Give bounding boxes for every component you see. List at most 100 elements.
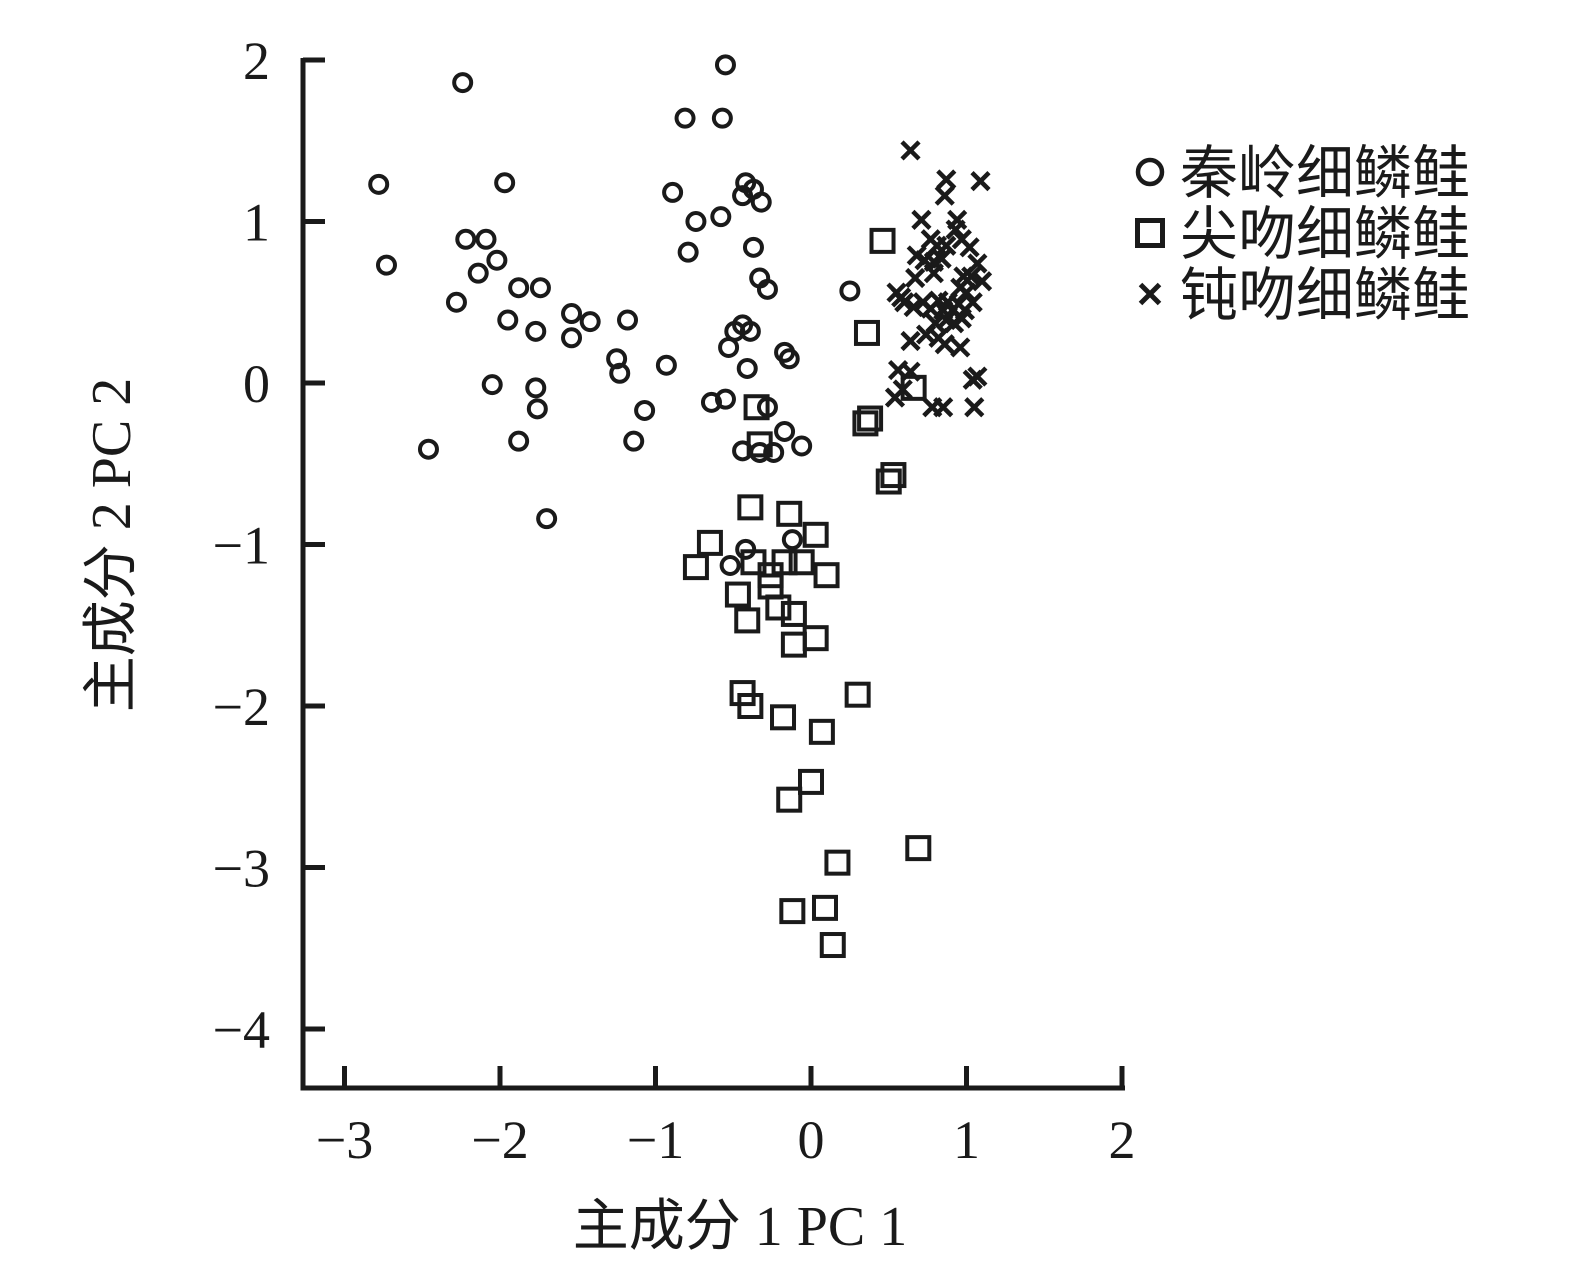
data-point-circle xyxy=(508,430,530,452)
data-point-circle xyxy=(736,357,758,379)
data-point-square xyxy=(737,494,764,521)
data-point-circle xyxy=(455,228,477,250)
data-point-circle xyxy=(634,399,656,421)
y-tick-label: −2 xyxy=(213,677,270,737)
data-point-circle xyxy=(791,435,813,457)
series-circle xyxy=(368,54,861,576)
data-point-circle xyxy=(742,236,764,258)
x-tick-label: 2 xyxy=(1109,1110,1136,1170)
data-point-cross xyxy=(936,235,957,256)
data-point-square xyxy=(776,500,803,527)
legend-marker-circle-icon xyxy=(1135,157,1165,187)
data-point-circle xyxy=(763,441,785,463)
data-point-circle xyxy=(452,72,474,94)
data-point-square xyxy=(724,581,751,608)
data-point-circle xyxy=(508,277,530,299)
data-point-circle xyxy=(655,354,677,376)
data-point-cross xyxy=(900,140,921,161)
x-tick-label: −3 xyxy=(316,1110,373,1170)
legend-label: 钝吻细鳞鲑 xyxy=(1180,263,1470,328)
data-point-cross xyxy=(962,292,983,313)
x-tick-label: 0 xyxy=(798,1110,825,1170)
y-tick-label: −1 xyxy=(213,516,270,576)
data-point-cross xyxy=(905,267,926,289)
data-point-square xyxy=(880,462,907,489)
data-point-circle xyxy=(662,181,684,203)
data-point-circle xyxy=(525,377,547,399)
data-point-circle xyxy=(497,309,519,331)
data-point-circle xyxy=(467,262,489,284)
data-point-square xyxy=(743,394,770,421)
x-axis-title: 主成分 1 PC 1 xyxy=(573,1196,908,1258)
data-point-cross xyxy=(962,369,983,390)
data-point-square xyxy=(852,410,879,437)
data-point-cross xyxy=(923,263,944,284)
data-point-square xyxy=(682,554,709,581)
data-point-circle xyxy=(623,430,645,452)
data-point-square xyxy=(844,681,871,708)
data-point-circle xyxy=(677,241,699,263)
data-point-circle xyxy=(685,211,707,232)
legend-item: 秦岭细鳞鲑 xyxy=(1135,141,1470,206)
data-point-square xyxy=(798,768,824,795)
data-point-circle xyxy=(700,391,722,413)
data-point-square xyxy=(808,718,835,745)
data-point-circle xyxy=(719,554,741,576)
data-point-square xyxy=(788,549,815,576)
data-point-square xyxy=(696,529,723,556)
series-square xyxy=(682,227,932,959)
data-point-square xyxy=(779,898,806,925)
legend-marker-cross-icon xyxy=(1138,282,1162,306)
data-point-circle xyxy=(368,173,390,195)
data-point-circle xyxy=(529,277,551,299)
data-point-cross xyxy=(900,361,921,382)
data-point-cross xyxy=(964,397,985,418)
data-point-circle xyxy=(494,172,516,194)
y-tick-label: −4 xyxy=(213,1000,270,1060)
y-axis-title: 主成分 2 PC 2 xyxy=(81,378,143,713)
data-point-square xyxy=(802,521,829,548)
data-point-circle xyxy=(749,441,771,463)
data-point-circle xyxy=(781,529,803,551)
data-point-square xyxy=(737,693,764,719)
data-point-circle xyxy=(579,311,601,333)
data-point-circle xyxy=(714,388,736,410)
data-point-square xyxy=(857,405,884,432)
legend-item: 尖吻细鳞鲑 xyxy=(1135,202,1470,267)
data-point-circle xyxy=(756,278,778,300)
data-point-square xyxy=(776,786,803,813)
data-point-square xyxy=(853,319,880,346)
data-point-circle xyxy=(774,420,796,442)
data-point-square xyxy=(780,631,807,658)
legend-marker-square-icon xyxy=(1135,218,1165,248)
data-point-circle xyxy=(561,303,583,325)
data-point-square xyxy=(802,625,829,652)
data-point-circle xyxy=(674,107,696,129)
data-point-circle xyxy=(417,438,439,460)
data-point-square xyxy=(746,431,773,458)
data-point-square xyxy=(734,607,761,634)
data-point-square xyxy=(819,932,846,959)
y-tick-label: 0 xyxy=(243,354,270,414)
legend-item: 钝吻细鳞鲑 xyxy=(1138,263,1470,328)
data-point-circle xyxy=(778,348,800,370)
data-point-circle xyxy=(711,107,733,129)
data-point-square xyxy=(780,600,807,627)
data-point-cross xyxy=(892,379,913,400)
data-point-circle xyxy=(481,374,503,396)
data-point-cross xyxy=(970,171,991,192)
data-point-circle xyxy=(526,398,548,420)
legend-label: 尖吻细鳞鲑 xyxy=(1180,202,1470,267)
data-point-square xyxy=(875,468,902,495)
data-point-circle xyxy=(561,327,583,349)
x-tick-label: −2 xyxy=(471,1110,528,1170)
data-point-cross xyxy=(936,169,957,190)
series-cross xyxy=(884,140,993,418)
data-point-circle xyxy=(617,309,639,331)
data-point-cross xyxy=(931,248,952,269)
data-point-cross xyxy=(956,282,977,303)
data-point-cross xyxy=(933,397,954,418)
